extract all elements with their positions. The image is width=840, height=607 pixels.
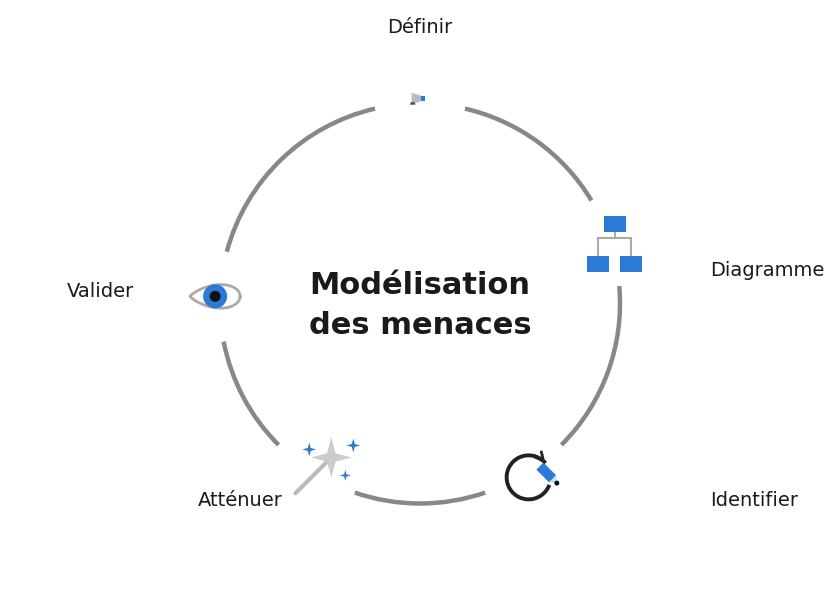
Text: Diagramme: Diagramme [710,260,824,280]
Polygon shape [549,475,557,483]
Circle shape [210,291,221,302]
Bar [621,256,643,272]
Polygon shape [422,96,425,101]
Polygon shape [536,463,556,483]
Circle shape [203,284,227,308]
Wedge shape [410,102,416,104]
Polygon shape [312,438,351,478]
Polygon shape [412,93,422,104]
Circle shape [554,481,559,486]
Bar [604,216,626,232]
Text: Valider: Valider [67,282,134,301]
Text: Atténuer: Atténuer [197,491,282,510]
Text: Définir: Définir [387,18,453,37]
Bar [587,256,610,272]
Text: Identifier: Identifier [710,491,798,510]
Polygon shape [190,285,240,308]
Polygon shape [339,470,351,481]
Polygon shape [346,438,360,452]
Text: Modélisation: Modélisation [309,271,531,300]
Text: des menaces: des menaces [308,311,532,340]
Polygon shape [302,443,317,456]
